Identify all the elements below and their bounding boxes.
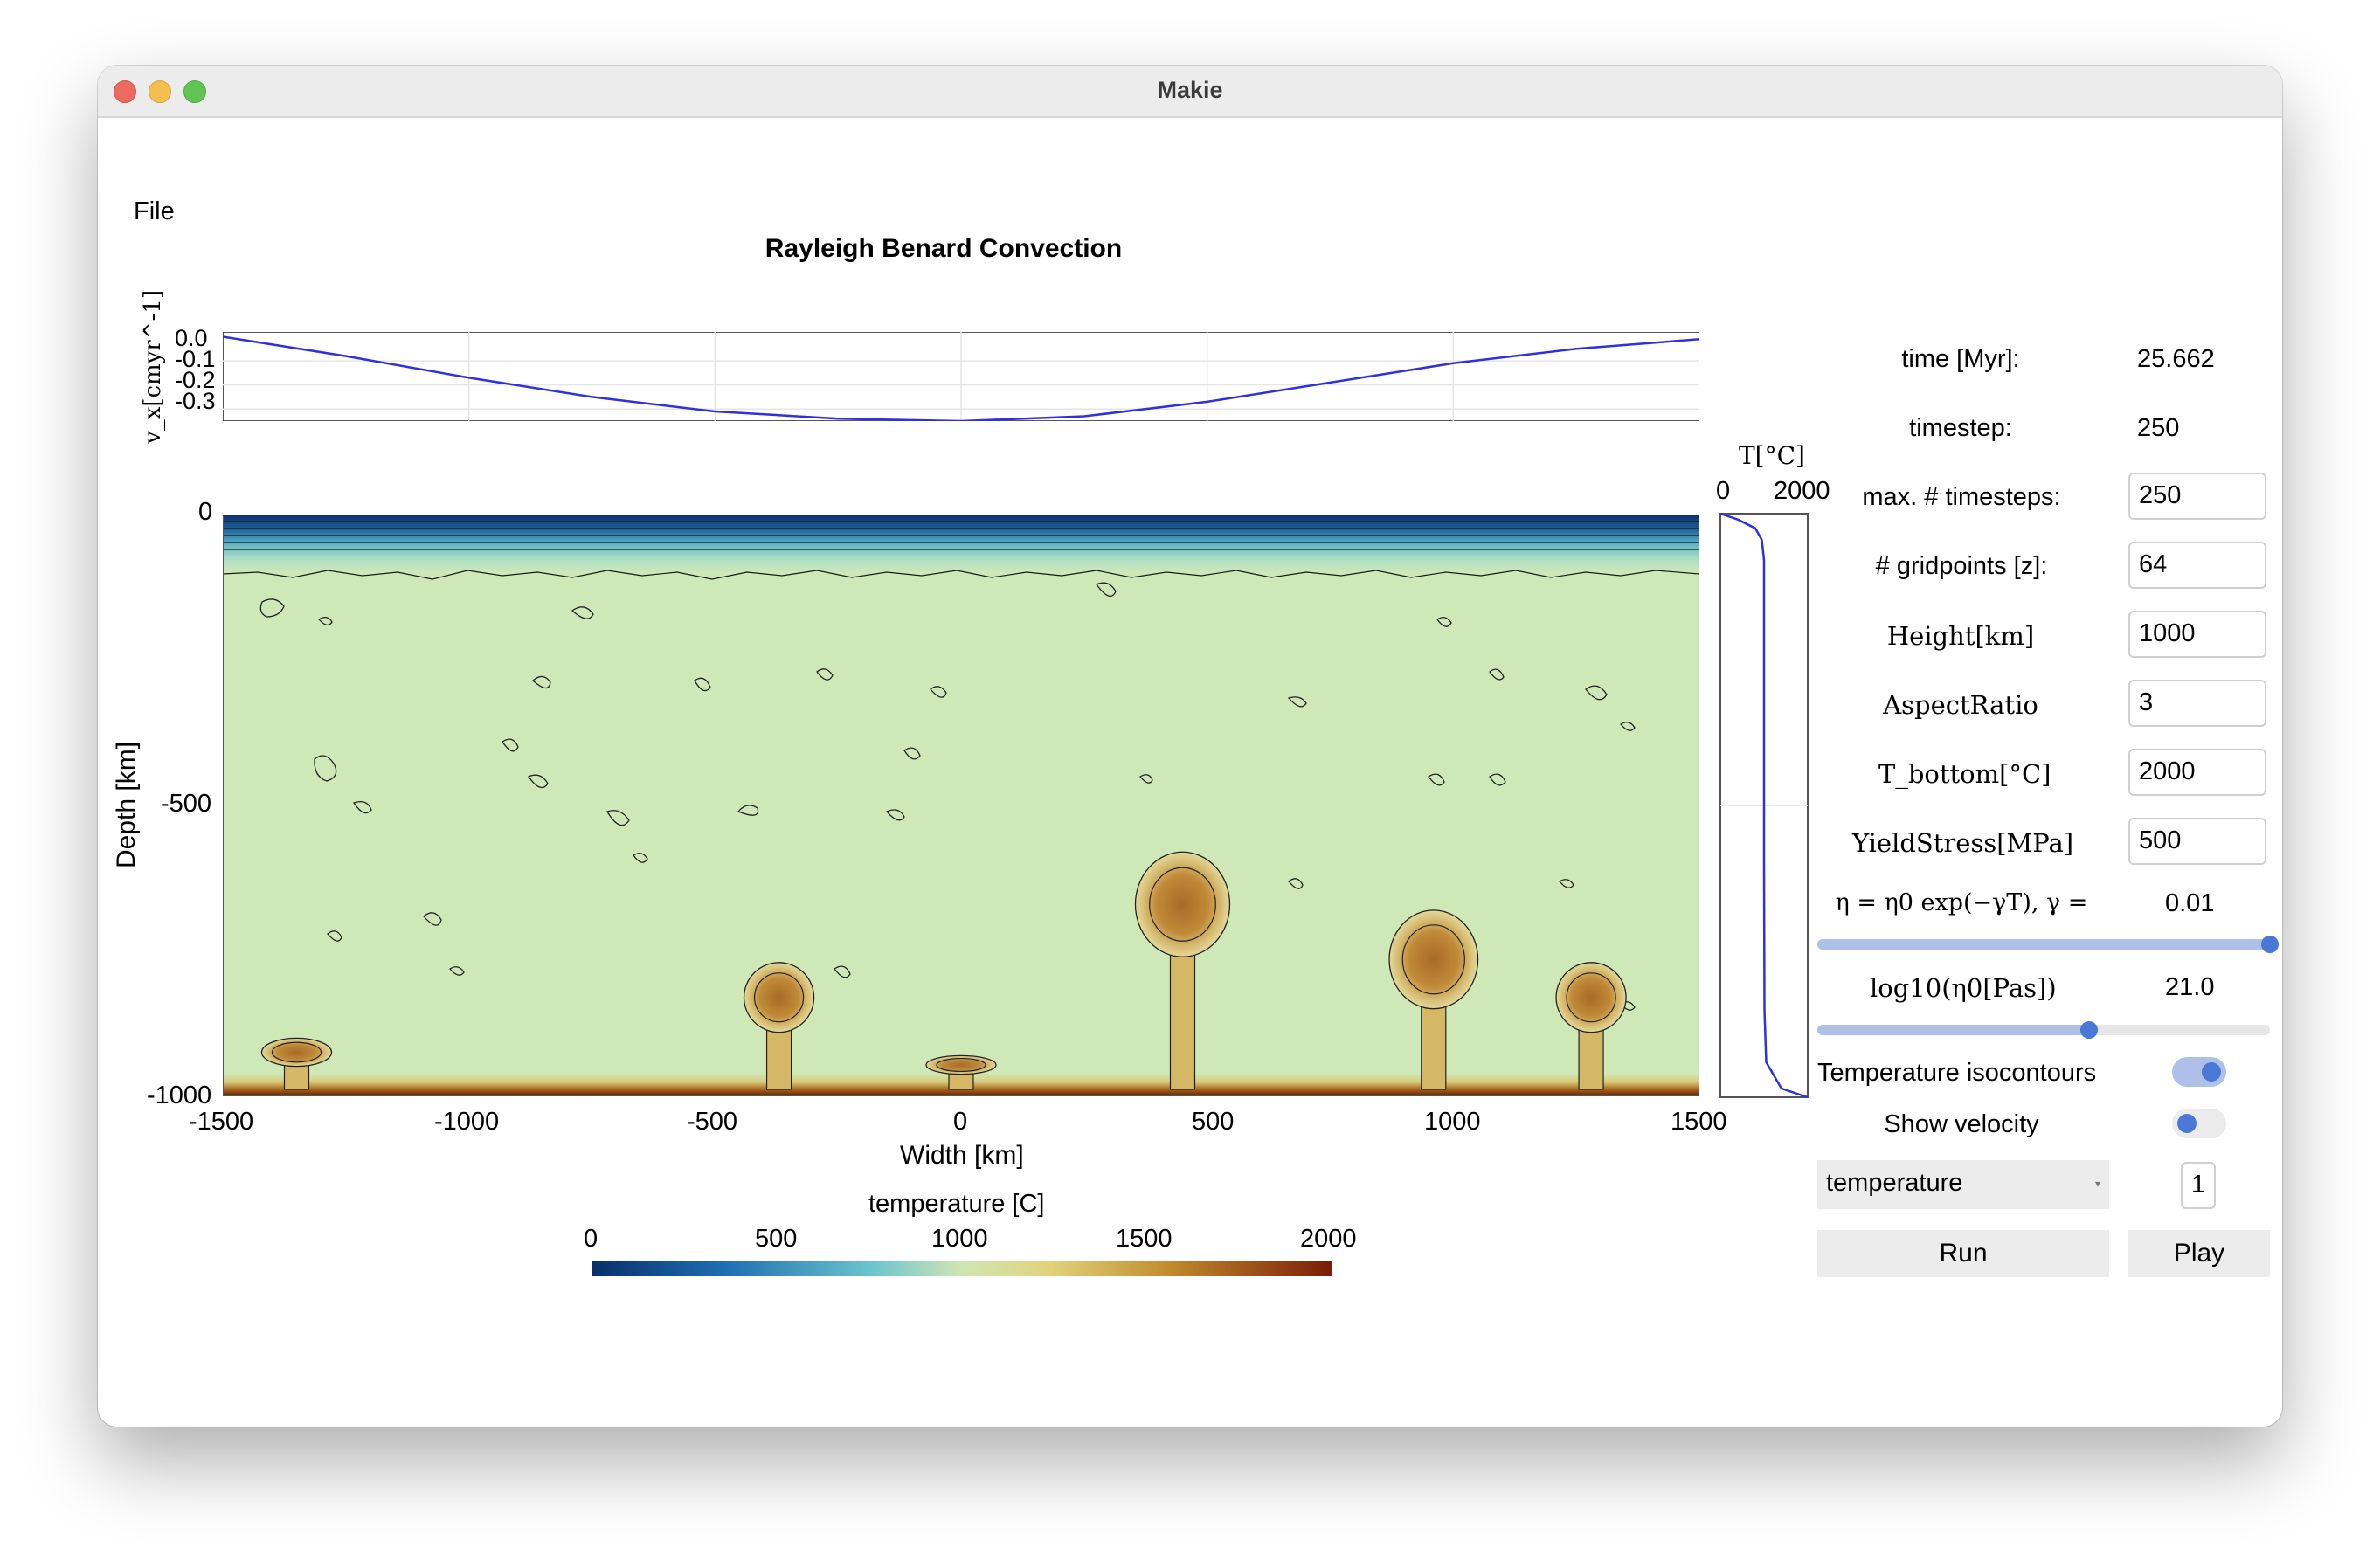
velocity-plot: [223, 332, 1699, 421]
velocity-tick-2: -0.2: [175, 367, 216, 393]
chevron-down-icon: ▾: [2094, 1178, 2100, 1190]
velocity-grid: [223, 332, 1699, 421]
top-boundary-contours: [223, 521, 1699, 580]
plot-title: Rayleigh Benard Convection: [765, 234, 1123, 263]
width-tick-2: -500: [687, 1108, 738, 1136]
isocontours-toggle[interactable]: [2172, 1057, 2226, 1087]
depth-tick-0: 0: [198, 498, 213, 526]
width-tick-1: -1000: [434, 1108, 500, 1136]
file-menu[interactable]: File: [134, 197, 175, 225]
show-velocity-toggle[interactable]: [2172, 1109, 2226, 1138]
run-button[interactable]: Run: [1817, 1230, 2109, 1277]
show-velocity-toggle-knob: [2177, 1114, 2197, 1133]
eta-value: 0.01: [2165, 889, 2215, 917]
tbottom-label: T_bottom[°C]: [1878, 759, 2051, 789]
timestep-value: 250: [2137, 414, 2180, 442]
plume-inner-contour: [753, 972, 805, 1023]
eta-slider-fill: [1817, 939, 2270, 950]
plume-inner-contour: [1401, 924, 1465, 995]
profile-series-line: [1719, 513, 1809, 1098]
isocontours-label: Temperature isocontours: [1817, 1059, 2097, 1087]
plume-1: [743, 962, 815, 1090]
log-eta-value: 21.0: [2165, 973, 2215, 1001]
colorbar-tick-3: 1500: [1116, 1225, 1173, 1253]
height-input[interactable]: 1000: [2128, 611, 2266, 658]
depth-tick-2: -1000: [147, 1082, 212, 1109]
plume-2: [925, 1054, 997, 1090]
width-tick-3: 0: [953, 1108, 968, 1136]
close-window-icon[interactable]: [114, 80, 136, 103]
time-label: time [Myr]:: [1901, 345, 2020, 373]
width-tick-6: 1500: [1671, 1108, 1727, 1136]
colorbar-gradient: [592, 1261, 1332, 1276]
width-tick-4: 500: [1192, 1108, 1235, 1136]
height-label: Height[km]: [1886, 621, 2035, 651]
max-timesteps-label: max. # timesteps:: [1862, 483, 2061, 511]
plume-5: [1555, 962, 1627, 1090]
eta-label: η = η0 exp(−γT), γ =: [1835, 889, 2088, 916]
colorbar-tick-0: 0: [584, 1225, 598, 1253]
yield-stress-input[interactable]: 500: [2128, 818, 2266, 865]
gridpoints-label: # gridpoints [z]:: [1875, 552, 2048, 580]
window-title: Makie: [1157, 77, 1223, 103]
temperature-heatmap[interactable]: [223, 515, 1699, 1096]
step-input[interactable]: 1: [2181, 1162, 2216, 1209]
field-select-value: temperature: [1826, 1169, 1963, 1197]
profile-tick-1: 2000: [1774, 477, 1830, 505]
play-button[interactable]: Play: [2128, 1230, 2270, 1277]
field-select-menu[interactable]: temperature ▾: [1817, 1160, 2109, 1209]
plume-4: [1388, 909, 1479, 1090]
log-eta-slider-knob[interactable]: [2079, 1021, 2098, 1039]
width-tick-0: -1500: [189, 1108, 254, 1136]
eta-slider-knob[interactable]: [2261, 936, 2279, 953]
depth-axis-label: Depth [km]: [112, 741, 141, 868]
velocity-series-line: [223, 335, 1699, 421]
profile-axis-label: T[°C]: [1739, 441, 1805, 470]
eta-slider[interactable]: [1817, 936, 2279, 953]
time-value: 25.662: [2137, 345, 2215, 373]
plume-inner-contour: [1149, 867, 1216, 942]
plume-inner-contour: [1566, 972, 1616, 1023]
colorbar-label: temperature [C]: [868, 1190, 1045, 1218]
velocity-tick-1: -0.1: [175, 346, 216, 372]
aspect-ratio-label: AspectRatio: [1883, 690, 2038, 720]
show-velocity-label: Show velocity: [1884, 1110, 2039, 1138]
plume-3: [1134, 851, 1231, 1090]
colorbar-tick-1: 500: [755, 1225, 798, 1253]
gridpoints-input[interactable]: 64: [2128, 542, 2266, 589]
plumes-group: [260, 851, 1627, 1090]
plume-0: [260, 1037, 333, 1090]
zoom-window-icon[interactable]: [183, 80, 206, 103]
width-tick-5: 1000: [1424, 1108, 1481, 1136]
yield-stress-label: YieldStress[MPa]: [1852, 828, 2074, 858]
isocontour-blobs: [259, 582, 1636, 1011]
colorbar-tick-2: 1000: [931, 1225, 988, 1253]
isocontours-toggle-knob: [2202, 1062, 2221, 1082]
heatmap-background: [223, 515, 1699, 1096]
velocity-tick-3: -0.3: [175, 388, 216, 414]
depth-tick-1: -500: [161, 790, 212, 818]
tbottom-input[interactable]: 2000: [2128, 749, 2266, 796]
velocity-tick-0: 0.0: [175, 325, 208, 351]
minimize-window-icon[interactable]: [149, 80, 171, 103]
log-eta-slider-fill: [1817, 1025, 2089, 1035]
velocity-axis-label: v_x[cmyr^-1]: [140, 289, 166, 444]
temperature-profile-plot: [1719, 513, 1809, 1098]
log-eta-slider[interactable]: [1817, 1021, 2270, 1039]
max-timesteps-input[interactable]: 250: [2128, 473, 2266, 520]
width-axis-label: Width [km]: [900, 1141, 1024, 1170]
aspect-ratio-input[interactable]: 3: [2128, 680, 2266, 727]
timestep-label: timestep:: [1909, 414, 2012, 442]
title-bar: Makie: [98, 66, 2282, 118]
colorbar-tick-4: 2000: [1300, 1225, 1357, 1253]
log-eta-label: log10(η0[Pas]): [1870, 973, 2057, 1003]
plume-inner-contour: [936, 1057, 986, 1073]
profile-tick-0: 0: [1716, 477, 1731, 505]
plume-inner-contour: [271, 1041, 322, 1063]
